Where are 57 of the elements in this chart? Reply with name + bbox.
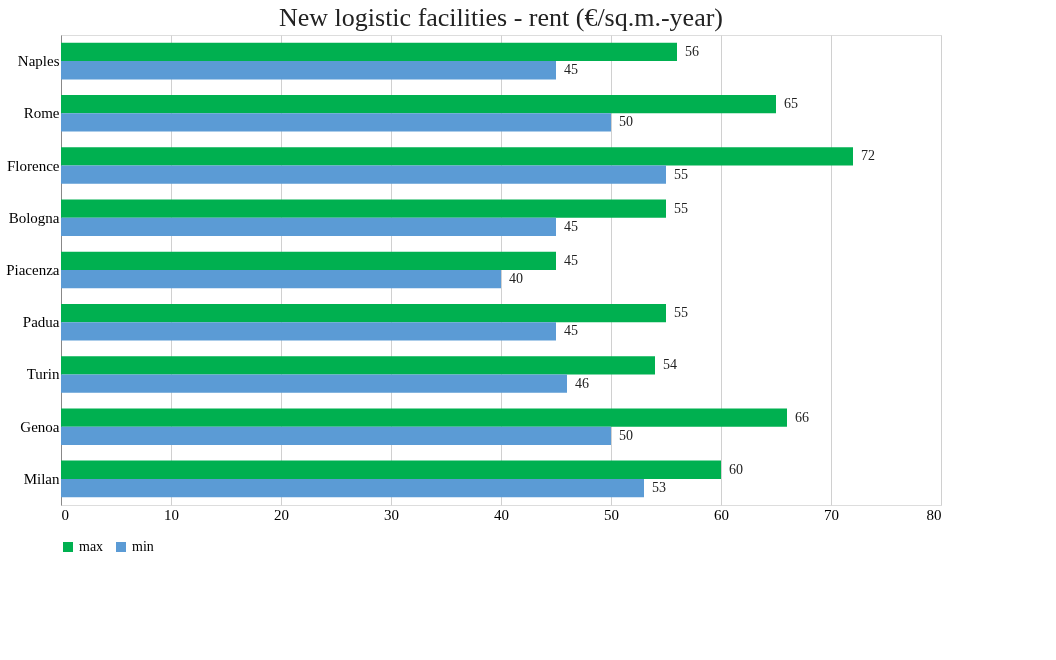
x-tick-label: 40 xyxy=(494,506,509,523)
bar xyxy=(61,356,655,375)
bar xyxy=(61,113,611,132)
x-tick-label: 20 xyxy=(274,506,289,523)
bar xyxy=(61,460,721,479)
bar xyxy=(61,426,611,445)
chart-title: New logistic facilities - rent (€/sq.m.-year) xyxy=(278,3,724,32)
data-label: 65 xyxy=(784,96,798,112)
bar xyxy=(61,199,666,218)
x-tick-label: 30 xyxy=(384,506,399,523)
data-label: 66 xyxy=(795,409,809,425)
data-label: 55 xyxy=(674,166,688,182)
bar xyxy=(61,42,677,62)
data-label: 55 xyxy=(674,200,688,216)
y-tick-label: Rome xyxy=(23,105,60,122)
y-tick-label: Milan xyxy=(23,470,60,487)
x-tick-label: 50 xyxy=(604,506,619,523)
y-tick-label: Piacenza xyxy=(6,262,60,278)
bar xyxy=(61,270,501,289)
legend-label: min xyxy=(132,539,154,554)
data-label: 60 xyxy=(729,461,743,477)
bar xyxy=(61,61,556,80)
y-tick-label: Padua xyxy=(22,314,60,331)
data-label: 45 xyxy=(564,62,578,78)
data-label: 45 xyxy=(564,252,578,268)
y-tick-label: Florence xyxy=(7,157,60,174)
x-tick-label: 70 xyxy=(824,506,839,523)
bar xyxy=(61,251,556,270)
y-tick-label: Genoa xyxy=(20,418,60,435)
data-label: 45 xyxy=(564,218,578,234)
bar xyxy=(61,408,787,427)
data-label: 72 xyxy=(861,148,875,164)
data-label: 50 xyxy=(619,114,633,130)
bar xyxy=(61,322,556,341)
y-tick-label: Turin xyxy=(26,366,60,383)
x-tick-label: 80 xyxy=(926,506,942,523)
x-tick-label: 60 xyxy=(714,506,729,523)
x-tick-label: 0 xyxy=(61,506,69,523)
data-label: 46 xyxy=(575,375,589,391)
x-tick-label: 10 xyxy=(164,506,179,523)
bar xyxy=(61,303,666,323)
legend-label: max xyxy=(79,539,104,554)
data-label: 45 xyxy=(564,323,578,339)
data-label: 56 xyxy=(685,43,699,59)
bar xyxy=(61,374,567,393)
data-label: 55 xyxy=(674,305,688,321)
bar xyxy=(61,165,666,184)
data-label: 50 xyxy=(619,427,633,443)
data-label: 54 xyxy=(663,357,677,373)
data-label: 53 xyxy=(652,480,666,496)
y-tick-label: Bologna xyxy=(8,209,60,226)
y-tick-label: Naples xyxy=(17,53,60,70)
data-label: 40 xyxy=(509,271,523,287)
bar xyxy=(61,217,556,237)
bar xyxy=(61,147,853,166)
bar xyxy=(61,478,644,498)
bar xyxy=(61,95,776,114)
